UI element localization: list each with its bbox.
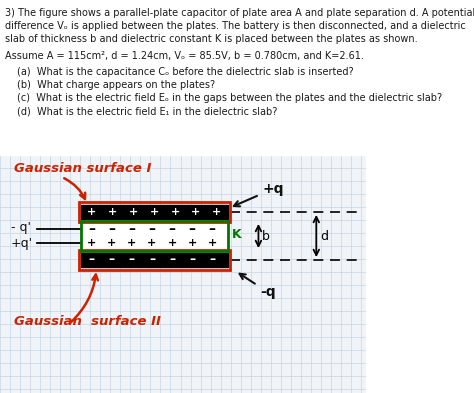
- Bar: [0, 155, 365, 393]
- Text: –: –: [88, 222, 95, 236]
- Text: difference Vₒ is applied between the plates. The battery is then disconnected, a: difference Vₒ is applied between the pla…: [5, 21, 466, 31]
- Text: K: K: [231, 228, 241, 242]
- Text: –: –: [149, 253, 155, 266]
- Text: –: –: [109, 253, 115, 266]
- Text: d: d: [320, 230, 328, 242]
- Text: +: +: [171, 207, 180, 217]
- Text: –: –: [189, 222, 196, 236]
- Text: +: +: [167, 238, 177, 248]
- Text: –: –: [209, 222, 216, 236]
- Bar: [81, 253, 228, 267]
- Bar: [79, 202, 230, 222]
- Text: +q: +q: [234, 182, 284, 206]
- Text: +: +: [129, 207, 138, 217]
- Text: +: +: [150, 207, 159, 217]
- Text: - q': - q': [11, 220, 31, 233]
- Text: b: b: [262, 230, 270, 242]
- Text: –: –: [109, 222, 115, 236]
- Text: slab of thickness b and dielectric constant K is placed between the plates as sh: slab of thickness b and dielectric const…: [5, 34, 418, 44]
- Bar: [81, 205, 228, 219]
- Bar: [81, 221, 228, 251]
- Text: –: –: [209, 253, 215, 266]
- Bar: [81, 221, 228, 251]
- Text: –: –: [129, 253, 135, 266]
- Text: –: –: [89, 253, 95, 266]
- Text: –: –: [128, 222, 136, 236]
- Text: +: +: [191, 207, 201, 217]
- Text: +: +: [147, 238, 156, 248]
- Text: +: +: [108, 207, 117, 217]
- Bar: [79, 250, 230, 270]
- Text: +q': +q': [11, 237, 33, 250]
- Text: –: –: [148, 222, 155, 236]
- Text: +: +: [208, 238, 217, 248]
- Text: (a)  What is the capacitance Cₒ before the dielectric slab is inserted?: (a) What is the capacitance Cₒ before th…: [17, 67, 354, 77]
- Text: +: +: [107, 238, 117, 248]
- Text: (c)  What is the electric field Eₒ in the gaps between the plates and the dielec: (c) What is the electric field Eₒ in the…: [17, 93, 442, 103]
- Text: (b)  What charge appears on the plates?: (b) What charge appears on the plates?: [17, 80, 215, 90]
- Text: Gaussian surface I: Gaussian surface I: [14, 162, 151, 175]
- Text: +: +: [87, 238, 96, 248]
- Text: 3) The figure shows a parallel-plate capacitor of plate area A and plate separat: 3) The figure shows a parallel-plate cap…: [5, 8, 474, 18]
- Text: Assume A = 115cm², d = 1.24cm, Vₒ = 85.5V, b = 0.780cm, and K=2.61.: Assume A = 115cm², d = 1.24cm, Vₒ = 85.5…: [5, 51, 365, 61]
- Text: +: +: [188, 238, 197, 248]
- Text: +: +: [87, 207, 96, 217]
- Text: –: –: [169, 222, 175, 236]
- Text: +: +: [212, 207, 221, 217]
- Text: Gaussian  surface II: Gaussian surface II: [14, 315, 161, 328]
- Text: +: +: [128, 238, 137, 248]
- Text: –: –: [169, 253, 175, 266]
- Text: –: –: [189, 253, 195, 266]
- Text: (d)  What is the electric field E₁ in the dielectric slab?: (d) What is the electric field E₁ in the…: [17, 106, 277, 116]
- Bar: [0, 0, 365, 155]
- Text: -q: -q: [239, 274, 275, 299]
